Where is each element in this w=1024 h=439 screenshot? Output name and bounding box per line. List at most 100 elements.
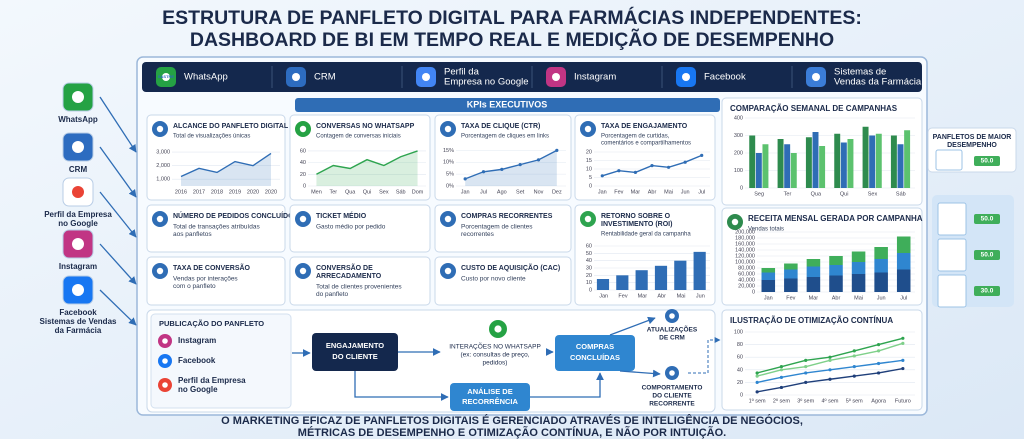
point <box>600 174 604 178</box>
x-tick-label: Set <box>516 189 525 195</box>
bar-segment <box>784 263 798 270</box>
point <box>804 371 808 375</box>
source-label: Facebook <box>704 72 746 83</box>
source-icon-dot <box>812 73 820 81</box>
card <box>146 204 286 253</box>
content: ESTRUTURA DE PANFLETO DIGITAL PARA FARMÁ… <box>40 6 1017 439</box>
x-tick-label: Mai <box>854 295 863 301</box>
point <box>463 177 467 181</box>
kpi-header: KPIs EXECUTIVOS <box>467 99 548 109</box>
point <box>555 148 559 152</box>
chart-subtitle: Vendas totais <box>748 227 784 233</box>
x-tick-label: Fev <box>786 295 795 301</box>
y-tick-label: 40 <box>300 160 306 166</box>
point <box>852 365 856 369</box>
kpi-title: ARRECADAMENTO <box>316 273 382 280</box>
card <box>146 256 286 306</box>
y-tick-label: 0 <box>589 287 592 293</box>
x-tick-label: Nov <box>534 189 544 195</box>
x-tick-label: Fev <box>618 293 627 299</box>
bar <box>654 265 668 290</box>
bar-segment <box>761 268 776 273</box>
channel-label: no Google <box>178 385 218 394</box>
x-tick-label: 2º sem <box>773 397 790 404</box>
x-tick-label: 2016 <box>175 189 187 195</box>
y-tick-label: 0 <box>303 183 306 189</box>
y-tick-label: 2,000 <box>156 163 170 169</box>
card <box>289 204 431 253</box>
kpi-title: CUSTO DE AQUISIÇÃO (CAC) <box>461 263 560 272</box>
y-tick-label: 60,000 <box>738 271 755 277</box>
y-tick-label: 20 <box>586 273 592 279</box>
point <box>901 358 905 362</box>
point <box>755 371 759 375</box>
card <box>574 114 716 201</box>
bar <box>847 139 854 188</box>
icon-dot <box>156 215 164 223</box>
point <box>536 158 541 162</box>
bar <box>897 144 904 188</box>
y-tick-label: 200 <box>734 150 743 156</box>
point <box>666 165 671 169</box>
bar-segment <box>806 259 821 267</box>
bar <box>635 270 648 290</box>
x-tick-label: Mar <box>631 189 641 195</box>
y-tick-label: 40 <box>586 258 592 264</box>
point <box>755 380 759 384</box>
arrow <box>99 243 137 285</box>
score-badge <box>974 156 1000 166</box>
point <box>518 163 522 167</box>
point <box>876 361 881 366</box>
source-icon-dot <box>422 73 430 81</box>
x-tick-label: Men <box>311 189 322 195</box>
y-tick-label: 10% <box>443 160 454 166</box>
chart-title: INVESTIMENTO (ROI) <box>601 221 672 228</box>
card <box>434 114 572 201</box>
x-tick-label: Dez <box>552 189 562 195</box>
source-icon-dot <box>292 73 300 81</box>
sidebar-label: WhatsApp <box>58 115 98 124</box>
point <box>876 371 881 375</box>
chart-subtitle: Total de visualizações únicas <box>173 134 250 140</box>
bar-segment <box>829 275 843 292</box>
point <box>876 349 881 353</box>
bar <box>890 135 897 188</box>
bar <box>674 260 687 290</box>
icon-dot <box>584 125 592 133</box>
bar <box>805 137 812 188</box>
line <box>180 152 272 178</box>
x-tick-label: Qui <box>363 189 372 195</box>
point <box>804 365 808 369</box>
kpi-subtitle: Total de transações atribuídas <box>173 224 260 231</box>
kpi-title: TICKET MÉDIO <box>316 211 367 220</box>
chart-subtitle: Contagem de conversas iniciais <box>316 134 401 140</box>
kpi-subtitle: Total de clientes provenientes <box>316 284 402 291</box>
bar-segment <box>874 259 888 273</box>
source-label: Sistemas de <box>834 67 886 78</box>
flyer-thumb <box>937 238 967 272</box>
point <box>700 153 704 157</box>
x-tick-label: Jan <box>764 295 773 301</box>
bar-segment <box>784 269 798 279</box>
node-label: RECORRENTE <box>649 401 695 408</box>
y-tick-label: 0 <box>752 289 755 295</box>
x-tick-label: 5º sem <box>846 397 863 404</box>
sidebar-icon-dot <box>72 186 84 198</box>
y-tick-label: 60 <box>586 243 592 249</box>
x-tick-label: Mar <box>809 295 819 301</box>
point <box>828 355 832 359</box>
y-tick-label: 0 <box>740 392 743 398</box>
point <box>876 343 881 347</box>
y-tick-label: 3,000 <box>156 150 170 156</box>
bar <box>840 142 847 188</box>
y-tick-label: 1,000 <box>156 177 170 183</box>
node-label: DO CLIENTE <box>332 352 377 361</box>
flyers-title: DESEMPENHO <box>947 142 997 149</box>
y-tick-label: 80,000 <box>738 265 755 271</box>
bar <box>596 279 610 290</box>
bar <box>777 139 784 188</box>
chart-subtitle: Rentabilidade geral da campanha <box>601 232 691 238</box>
node-label: COMPRAS <box>576 342 614 351</box>
bar-segment <box>851 251 866 262</box>
